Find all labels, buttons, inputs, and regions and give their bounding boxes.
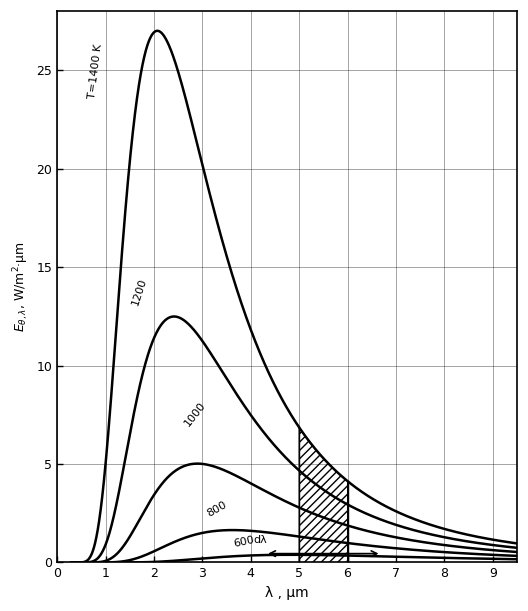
Text: 1000: 1000	[183, 400, 208, 428]
Text: 1200: 1200	[130, 277, 148, 307]
Text: dλ: dλ	[253, 535, 267, 545]
Text: 600: 600	[232, 535, 255, 549]
Y-axis label: $E_{\theta,\lambda}$, W/m$^2$·μm: $E_{\theta,\lambda}$, W/m$^2$·μm	[11, 241, 31, 332]
Text: 800: 800	[205, 500, 229, 519]
X-axis label: λ , μm: λ , μm	[265, 586, 309, 600]
Text: T=1400 K: T=1400 K	[87, 44, 103, 100]
